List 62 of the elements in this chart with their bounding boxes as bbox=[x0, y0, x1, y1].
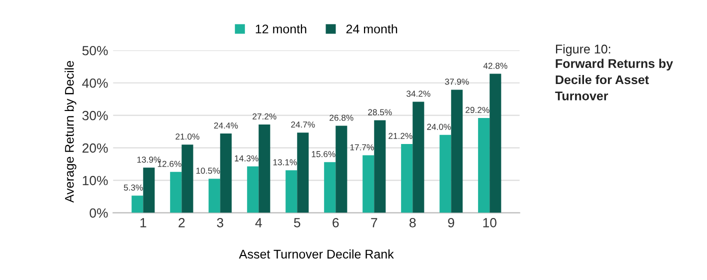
bar bbox=[374, 120, 386, 213]
legend-label: 24 month bbox=[346, 24, 398, 34]
data-label: 42.8% bbox=[483, 62, 508, 69]
y-tick-label: 30% bbox=[82, 110, 108, 120]
data-label: 14.3% bbox=[234, 155, 258, 162]
bar bbox=[258, 124, 270, 213]
data-label: 17.7% bbox=[350, 144, 374, 150]
bar bbox=[324, 162, 336, 213]
bar bbox=[297, 132, 309, 213]
x-tick-label: 3 bbox=[216, 218, 224, 228]
y-tick-label: 0% bbox=[90, 208, 108, 218]
bar bbox=[247, 166, 259, 213]
bar bbox=[286, 170, 298, 213]
bar bbox=[451, 90, 463, 213]
legend-label: 12 month bbox=[256, 24, 306, 34]
data-label: 24.0% bbox=[427, 124, 451, 130]
data-label: 28.5% bbox=[368, 109, 392, 116]
bar bbox=[490, 74, 502, 213]
data-label: 29.2% bbox=[466, 106, 490, 114]
bar bbox=[170, 172, 182, 213]
bar bbox=[143, 168, 155, 213]
y-tick-label: 20% bbox=[82, 143, 108, 153]
text: Forward Returns by Decile for Asset Turnover bbox=[555, 58, 673, 100]
bar bbox=[362, 155, 374, 213]
x-tick-label: 8 bbox=[410, 218, 416, 228]
data-label: 10.5% bbox=[196, 168, 220, 174]
x-tick-label: 9 bbox=[448, 218, 454, 228]
data-label: 34.2% bbox=[406, 90, 430, 97]
y-tick-label: 50% bbox=[82, 46, 108, 56]
bar bbox=[478, 118, 490, 213]
bar bbox=[220, 134, 232, 213]
bar bbox=[401, 144, 413, 213]
data-label: 21.2% bbox=[388, 132, 412, 139]
data-label: 13.9% bbox=[137, 156, 161, 163]
data-label: 24.4% bbox=[214, 122, 238, 129]
x-tick-label: 10 bbox=[483, 218, 496, 228]
bar bbox=[182, 144, 194, 213]
data-label: 15.6% bbox=[312, 151, 336, 158]
y-axis-title: Average Return by Decile bbox=[64, 61, 76, 203]
data-label: 12.6% bbox=[158, 160, 182, 167]
x-axis-title: Asset Turnover Decile Rank bbox=[238, 249, 394, 259]
x-tick-label: 2 bbox=[178, 218, 185, 228]
x-tick-label: 7 bbox=[371, 218, 378, 228]
data-label: 13.1% bbox=[273, 159, 297, 166]
x-tick-label: 6 bbox=[332, 218, 339, 228]
y-tick-label: 10% bbox=[82, 176, 108, 186]
data-label: 37.9% bbox=[445, 78, 469, 85]
data-label: 5.3% bbox=[124, 184, 143, 191]
bar bbox=[132, 196, 144, 213]
x-tick-label: 5 bbox=[294, 218, 300, 228]
x-tick-label: 4 bbox=[255, 218, 262, 228]
data-label: 24.7% bbox=[291, 122, 315, 128]
y-tick-label: 40% bbox=[82, 78, 108, 88]
data-label: 26.8% bbox=[330, 114, 354, 121]
bar bbox=[412, 102, 424, 213]
data-label: 27.2% bbox=[252, 113, 276, 120]
bar bbox=[440, 134, 452, 213]
bar bbox=[208, 178, 220, 213]
data-label: 21.0% bbox=[176, 134, 200, 140]
text: Figure 10: bbox=[556, 44, 610, 56]
bar bbox=[336, 126, 348, 213]
x-tick-label: 1 bbox=[140, 218, 146, 228]
